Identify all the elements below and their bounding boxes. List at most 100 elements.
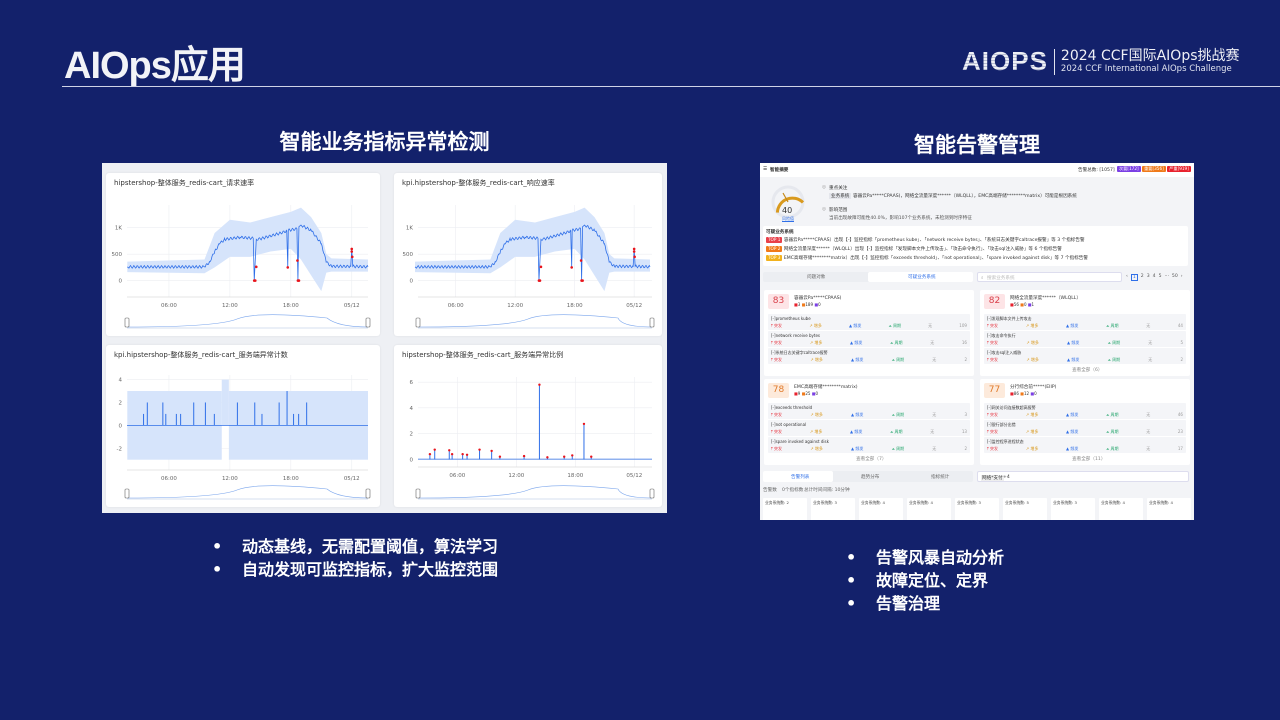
- metric-row[interactable]: [-]spare invoked against disk ⤒ 突发 ↗ 增多 ▲ 频…: [768, 437, 970, 453]
- next-page-icon[interactable]: ›: [1180, 274, 1183, 279]
- metric-1: ↗ 增多: [810, 357, 823, 362]
- bottom-tabs: 告警列表 趋势分布 指标统计: [763, 471, 973, 482]
- prev-page-icon[interactable]: ‹: [1126, 274, 1128, 279]
- critical-badge[interactable]: 严重[919]: [1167, 166, 1191, 172]
- metric-1: ↗ 增多: [809, 340, 823, 345]
- risk-link[interactable]: 风险值: [782, 216, 794, 221]
- metric-0: ⤒ 突发: [771, 323, 783, 328]
- toolbar-alarms[interactable]: 告警数: [763, 488, 777, 493]
- page-button[interactable]: ···: [1164, 274, 1169, 279]
- toolbar-interval[interactable]: 总计时间间隔: 10分钟: [804, 488, 850, 493]
- anomaly-point: [428, 452, 432, 456]
- chart-svg: 4 2 0 -2 06:00 12:00 18:00 05/12: [117, 375, 371, 500]
- metric-0: ⤒ 突发: [771, 357, 783, 362]
- metric-0: ⤒ 突发: [987, 323, 999, 328]
- candidate-text[interactable]: 容器云Pa*****CPAAS）出现【-】监控指标「prometheus kub…: [783, 238, 1085, 243]
- tab-candidate-systems[interactable]: 可疑业务系统: [908, 275, 936, 280]
- slider-handle[interactable]: [365, 488, 371, 499]
- metric-row[interactable]: [-]network receive bytes ⤒ 突发 ↗ 增多 ▲ 频发 ⏶ 周期…: [768, 331, 970, 347]
- metric-row[interactable]: [-]prometheus kube ⤒ 突发 ↗ 增多 ▲ 频发 ⏶ 周期 无 109: [768, 314, 970, 330]
- page-button[interactable]: 2: [1140, 274, 1144, 279]
- bullet: 告警治理: [846, 592, 1004, 615]
- view-all-link[interactable]: 查看全部（7）: [856, 457, 887, 462]
- bullet: 告警风暴自动分析: [846, 546, 1004, 569]
- filter-tag[interactable]: 网络*支付: [981, 475, 1004, 481]
- mini-card-title: 业务系统数: 4: [861, 500, 885, 505]
- metric-row[interactable]: [-]监控程序进程状态 ⤒ 突发 ↗ 增多 ▲ 频发 ⏶ 周期 无 17: [984, 437, 1186, 453]
- system-card[interactable]: 77 分行综合前*****(EIIP) ■86 ■12 ■0 [-]网关访问连接数…: [980, 379, 1190, 465]
- candidate-item: TOP 2 网络全流量深度******（WLQLL）出现【-】监控指标「发现脚本…: [766, 246, 1062, 252]
- mini-card[interactable]: 业务系统数: 3: [811, 498, 855, 520]
- chart-card-response-rate: kpi.hipstershop-整体服务_redis-cart_响应速率 0 500…: [394, 173, 662, 336]
- y-tick-label: 500: [403, 252, 414, 258]
- system-card[interactable]: 78 EMC高端存储********matrix) ■9 ■25 ■0 [-]ex…: [764, 379, 974, 465]
- candidate-text[interactable]: 网络全流量深度******（WLQLL）出现【-】监控指标「发现脚本文件上传攻击…: [783, 247, 1062, 252]
- metric-row[interactable]: [-]not operational ⤒ 突发 ↗ 增多 ▲ 频发 ⏶ 周期 无 13: [768, 420, 970, 436]
- tab-problem-objects[interactable]: 问题对象: [807, 275, 826, 280]
- slider-handle[interactable]: [124, 317, 130, 328]
- slider-handle[interactable]: [415, 488, 421, 499]
- metric-1: ↗ 增多: [809, 323, 822, 328]
- metric-1: ↗ 增多: [1025, 323, 1039, 328]
- right-section-heading: 智能告警管理: [914, 133, 1040, 157]
- x-tick-label: 05/12: [344, 303, 360, 309]
- page-button[interactable]: 4: [1152, 274, 1156, 279]
- slider-handle[interactable]: [649, 488, 655, 499]
- slider-preview: [417, 314, 653, 328]
- mini-card[interactable]: 业务系统数: 2: [763, 498, 807, 520]
- mini-card[interactable]: 业务系统数: 5: [1003, 498, 1047, 520]
- list-icon: ☰: [763, 167, 768, 172]
- filter-input[interactable]: 网络*支付 +4: [977, 471, 1189, 482]
- metric-name: [-]网关访问连接数超高报警: [987, 405, 1036, 410]
- mini-card[interactable]: 业务系统数: 4: [859, 498, 903, 520]
- x-tick-label: 18:00: [283, 303, 299, 309]
- tab-trend[interactable]: 趋势分布: [861, 475, 880, 480]
- page-button[interactable]: 3: [1146, 274, 1150, 279]
- major-count: 0: [1023, 302, 1027, 307]
- view-all-link[interactable]: 查看全部（6）: [1072, 368, 1103, 373]
- candidate-systems: 可疑业务系统 TOP 1 容器云Pa*****CPAAS）出现【-】监控指标「p…: [763, 226, 1188, 266]
- candidate-text[interactable]: EMC高端存储********matrix）出现【-】监控指标「exceeds …: [783, 256, 1088, 261]
- metric-2: ▲ 频发: [1067, 340, 1080, 345]
- page-button[interactable]: 5: [1158, 274, 1162, 279]
- left-section-heading: 智能业务指标异常检测: [279, 130, 490, 154]
- major-badge[interactable]: 重要[356]: [1142, 166, 1166, 172]
- metric-row[interactable]: [-]攻击sql注入威胁 ⤒ 突发 ↗ 增多 ▲ 频发 ⏶ 周期 无 2: [984, 348, 1186, 364]
- tab-metric-stats[interactable]: 指标统计: [931, 475, 950, 480]
- search-input[interactable]: ⌕ 搜索业务系统: [977, 272, 1122, 282]
- system-card[interactable]: 82 网络全流量深度******（WLQLL） ■56 ■0 ■1 [-]发现脚本…: [980, 290, 1190, 376]
- mini-card[interactable]: 业务系统数: 4: [1147, 498, 1191, 520]
- x-tick-label: 12:00: [507, 303, 523, 309]
- metric-row[interactable]: [-]攻击命令执行 ⤒ 突发 ↗ 增多 ▲ 频发 ⏶ 周期 无 5: [984, 331, 1186, 347]
- metric-row[interactable]: [-]银行部分出错 ⤒ 突发 ↗ 增多 ▲ 频发 ⏶ 周期 无 23: [984, 420, 1186, 436]
- tab-alarm-list[interactable]: 告警列表: [791, 475, 810, 480]
- page-button[interactable]: 50: [1171, 274, 1178, 279]
- metric-count: 109: [959, 323, 967, 328]
- mini-card[interactable]: 业务系统数: 3: [1051, 498, 1095, 520]
- toolbar-metrics[interactable]: 0个指标数: [782, 488, 804, 493]
- alarm-management-screenshot: ☰ 智能摘要 告警总数: [1057] 次要[172] 重要[356] 严重[9…: [760, 163, 1194, 520]
- metric-row[interactable]: [-]发现脚本文件上传攻击 ⤒ 突发 ↗ 增多 ▲ 频发 ⏶ 周期 无 44: [984, 314, 1186, 330]
- metric-0: ⤒ 突发: [771, 340, 783, 345]
- mini-card[interactable]: 业务系统数: 4: [1099, 498, 1143, 520]
- metric-row[interactable]: [-]网关访问连接数超高报警 ⤒ 突发 ↗ 增多 ▲ 频发 ⏶ 周期 无 46: [984, 403, 1186, 419]
- slider-handle[interactable]: [124, 488, 130, 499]
- metric-row[interactable]: [-]系统日志关键字caltrace报警 ⤒ 突发 ↗ 增多 ▲ 频发 ⏶ 周期 无 2: [768, 348, 970, 364]
- mini-card[interactable]: 业务系统数: 3: [955, 498, 999, 520]
- metric-0: ⤒ 突发: [987, 446, 999, 451]
- filter-more[interactable]: +4: [1003, 475, 1010, 480]
- y-tick-label: 2: [119, 400, 123, 406]
- page-button[interactable]: 1: [1130, 274, 1138, 281]
- slider-handle[interactable]: [649, 317, 655, 328]
- minor-badge[interactable]: 次要[172]: [1117, 166, 1141, 172]
- mini-card[interactable]: 业务系统数: 4: [907, 498, 951, 520]
- slider-handle[interactable]: [365, 317, 371, 328]
- system-score: 78: [768, 383, 789, 398]
- top-tag: TOP 2: [766, 246, 783, 252]
- system-card[interactable]: 83 容器云Pa*****CPAAS) ■3 ■189 ■0 [-]prometh…: [764, 290, 974, 376]
- metric-row[interactable]: [-]exceeds threshold ⤒ 突发 ↗ 增多 ▲ 频发 ⏶ 周期 无 3: [768, 403, 970, 419]
- view-all-link[interactable]: 查看全部（11）: [1072, 457, 1106, 462]
- impact-text: 当前出现故障可能性40.0%，影响107个业务系统，未检测到时序特征: [829, 216, 972, 221]
- anomaly-point: [490, 449, 493, 453]
- slider-handle[interactable]: [415, 317, 421, 328]
